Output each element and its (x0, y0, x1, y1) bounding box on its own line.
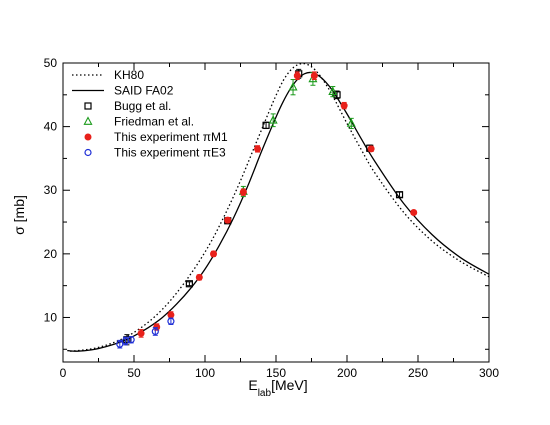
y-axis-title: σ [mb] (11, 195, 27, 235)
y-tick-label: 20 (44, 247, 58, 261)
data-point (210, 250, 218, 258)
data-point (195, 273, 203, 281)
data-point (167, 311, 175, 319)
data-point (262, 121, 270, 129)
series-5 (116, 317, 175, 349)
legend-item: KH80 (72, 68, 144, 82)
legend-marker (84, 133, 92, 141)
x-tick-label: 200 (337, 366, 357, 380)
data-point (328, 86, 338, 95)
x-axis-title-unit: [MeV] (271, 377, 308, 393)
legend-item: This experiment πE3 (84, 146, 226, 160)
x-axis-title: Elab[MeV] (248, 377, 307, 399)
data-point (293, 72, 301, 80)
legend-item: Friedman et al. (83, 115, 194, 129)
data-point (310, 72, 318, 80)
data-point (224, 216, 232, 224)
x-tick-label: 50 (127, 366, 141, 380)
data-point (288, 81, 298, 91)
data-point (395, 191, 404, 199)
y-tick-label: 30 (44, 183, 58, 197)
legend-label: Friedman et al. (114, 115, 194, 129)
x-tick-label: 100 (195, 366, 215, 380)
x-axis-title-main: E (248, 377, 257, 393)
x-tick-label: 250 (408, 366, 428, 380)
series-1 (67, 71, 489, 352)
data-point (254, 145, 262, 153)
data-point (346, 118, 356, 127)
series-line (67, 71, 489, 352)
legend-marker (84, 102, 92, 110)
x-axis-title-sub: lab (258, 388, 272, 399)
legend-label: This experiment πM1 (114, 130, 228, 144)
x-tick-label: 0 (60, 366, 67, 380)
data-point (367, 145, 375, 153)
legend-label: Bugg et al. (114, 99, 171, 113)
legend-item: Bugg et al. (84, 99, 171, 113)
data-point (137, 329, 145, 337)
y-tick-label: 40 (44, 120, 58, 134)
legend-item: This experiment πM1 (84, 130, 228, 144)
data-point (127, 336, 135, 344)
y-tick-label: 10 (44, 310, 58, 324)
legend-marker (83, 116, 93, 125)
data-point (185, 280, 193, 288)
data-point (410, 209, 418, 216)
data-point (340, 102, 348, 110)
legend-item: SAID FA02 (72, 84, 174, 98)
y-tick-label: 50 (44, 56, 58, 70)
legend-label: KH80 (114, 68, 144, 82)
legend-label: This experiment πE3 (114, 146, 226, 160)
legend-label: SAID FA02 (114, 84, 174, 98)
series-4 (137, 71, 418, 338)
x-tick-label: 150 (266, 366, 286, 380)
data-point (268, 115, 278, 124)
data-point (116, 340, 124, 348)
data-point (167, 317, 175, 325)
x-tick-label: 300 (479, 366, 499, 380)
legend-marker (84, 148, 92, 157)
data-point (239, 188, 247, 196)
data-point (151, 327, 159, 336)
